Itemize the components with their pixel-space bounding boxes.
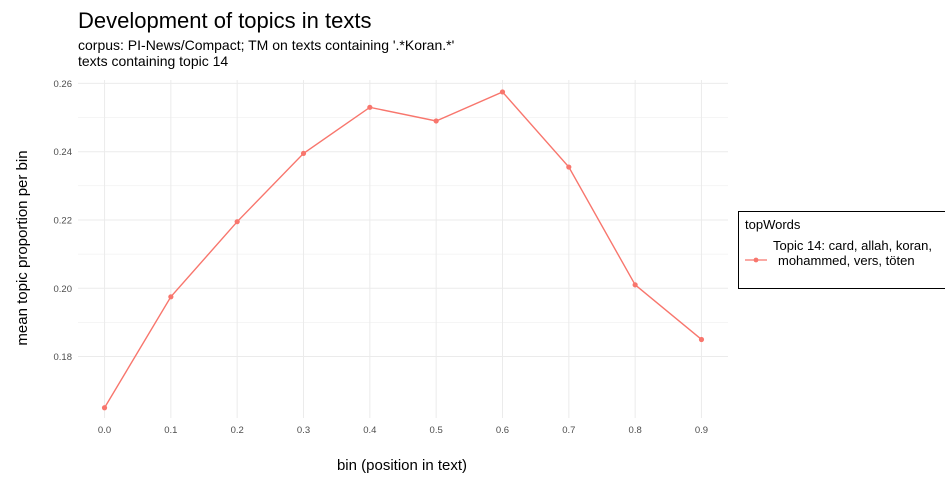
x-axis-label: bin (position in text) xyxy=(337,457,467,474)
y-tick-label: 0.24 xyxy=(54,147,73,158)
chart-title: Development of topics in texts xyxy=(78,8,372,33)
data-point xyxy=(433,118,439,124)
subtitle-line-1: corpus: PI-News/Compact; TM on texts con… xyxy=(78,37,455,53)
series-line xyxy=(103,91,702,409)
data-point xyxy=(234,219,240,225)
data-point xyxy=(566,164,572,170)
x-tick-label: 0.9 xyxy=(695,425,708,436)
legend-label-line-2: mohammed, vers, töten xyxy=(778,253,915,268)
x-tick-label: 0.4 xyxy=(363,425,376,436)
legend: topWords Topic 14: card, allah, koran, m… xyxy=(738,211,945,289)
subtitle-line-2: texts containing topic 14 xyxy=(78,53,229,69)
data-point xyxy=(698,336,705,343)
x-tick-label: 0.8 xyxy=(629,425,642,436)
x-tick-label: 0.1 xyxy=(164,425,177,436)
data-point xyxy=(632,282,638,288)
chart-subtitle: corpus: PI-News/Compact; TM on texts con… xyxy=(78,37,454,69)
y-axis-label: mean topic proportion per bin xyxy=(14,150,31,345)
x-tick-label: 0.6 xyxy=(496,425,509,436)
x-tick-label: 0.5 xyxy=(430,425,443,436)
legend-key xyxy=(745,257,767,263)
x-tick-label: 0.2 xyxy=(231,425,244,436)
y-tick-label: 0.20 xyxy=(54,284,73,295)
legend-title: topWords xyxy=(745,217,801,232)
series-group xyxy=(101,89,705,411)
data-point xyxy=(168,294,174,300)
legend-key-point xyxy=(753,257,759,263)
data-point xyxy=(499,89,506,95)
data-point xyxy=(367,104,373,110)
y-tick-label: 0.26 xyxy=(54,79,73,90)
y-axis-ticks: 0.18 0.20 0.22 0.24 0.26 xyxy=(54,79,73,363)
y-tick-label: 0.18 xyxy=(54,352,73,363)
y-tick-label: 0.22 xyxy=(54,215,73,226)
x-tick-label: 0.3 xyxy=(297,425,310,436)
x-axis-ticks: 0.0 0.1 0.2 0.3 0.4 0.5 0.6 0.7 0.8 0.9 xyxy=(98,425,708,436)
data-point xyxy=(101,405,108,411)
x-tick-label: 0.0 xyxy=(98,425,111,436)
data-point xyxy=(300,150,307,157)
legend-label-line-1: Topic 14: card, allah, koran, xyxy=(773,238,932,253)
x-tick-label: 0.7 xyxy=(562,425,575,436)
grid-lines xyxy=(78,80,728,418)
